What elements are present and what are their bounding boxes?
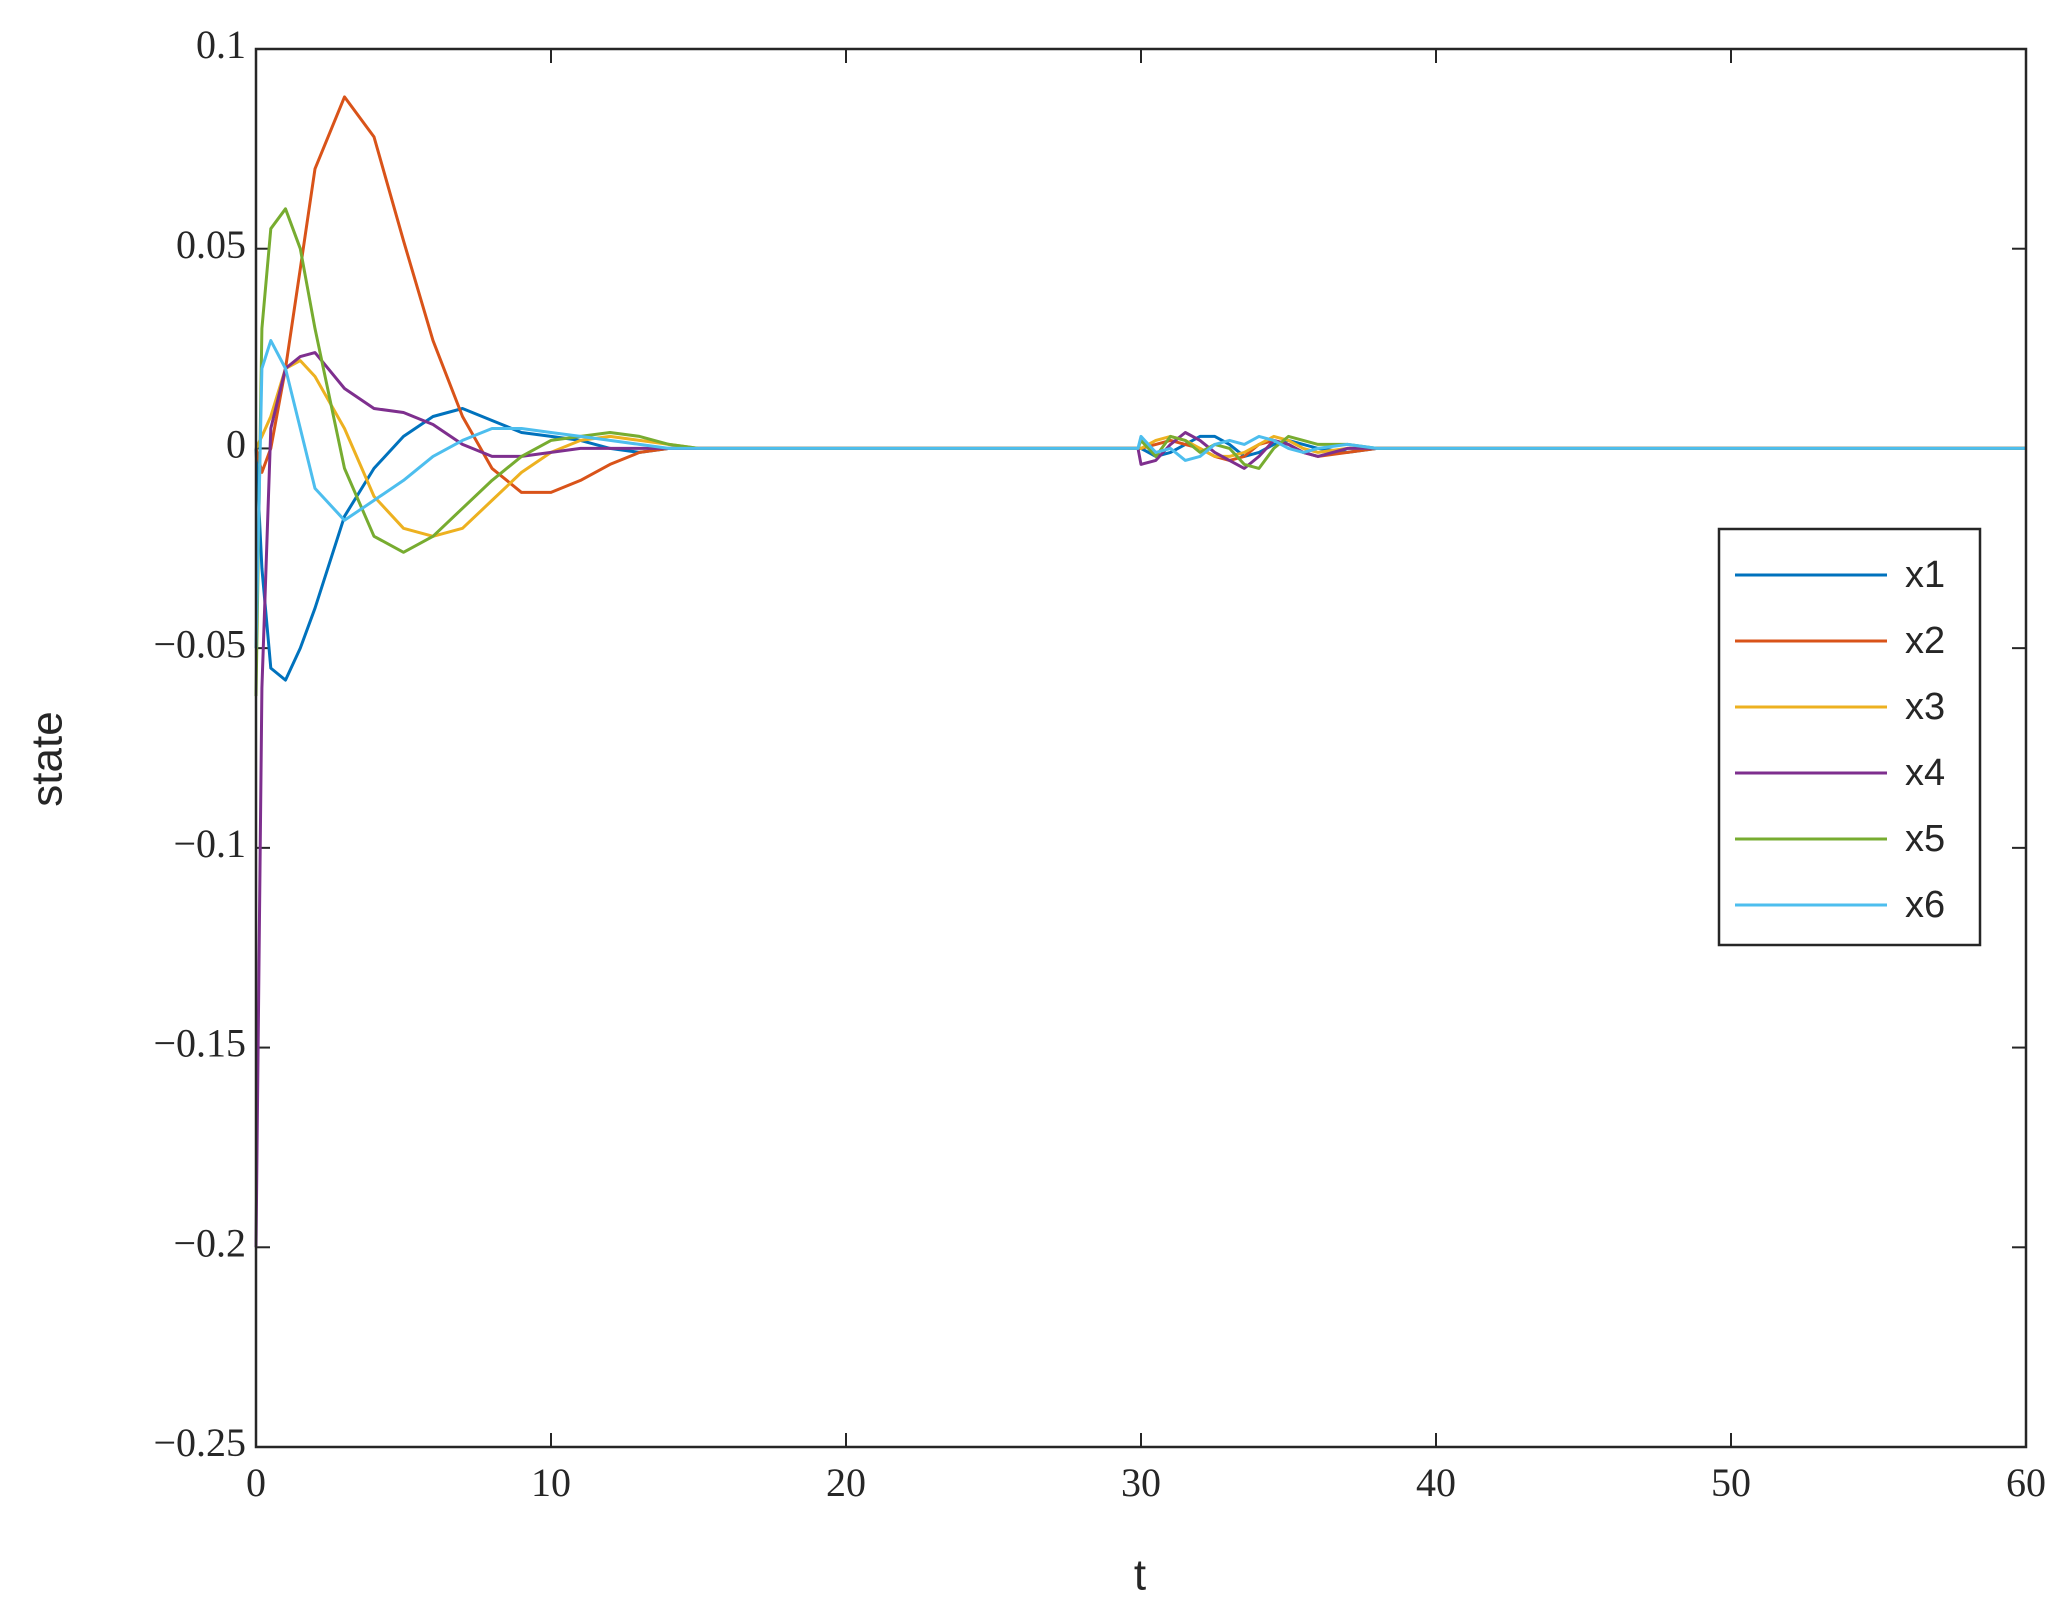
x-tick-label: 0 xyxy=(246,1460,266,1505)
legend-label: x5 xyxy=(1905,818,1945,860)
legend-label: x3 xyxy=(1905,686,1945,728)
x-tick-label: 50 xyxy=(1711,1460,1751,1505)
x-tick-label: 30 xyxy=(1121,1460,1161,1505)
x-axis-label: t xyxy=(1134,1551,1146,1600)
legend-label: x6 xyxy=(1905,884,1945,926)
axes-box xyxy=(254,47,2028,1449)
y-tick-label: 0.1 xyxy=(196,22,246,67)
x-tick-label: 60 xyxy=(2006,1460,2046,1505)
y-tick-label: 0 xyxy=(226,422,246,467)
legend-box xyxy=(1717,527,1982,947)
y-tick-label: −0.2 xyxy=(173,1220,246,1265)
y-tick-label: −0.25 xyxy=(153,1420,246,1465)
y-axis-label: state xyxy=(23,711,72,806)
y-tick-label: −0.05 xyxy=(153,621,246,666)
y-tick-label: 0.05 xyxy=(176,222,246,267)
y-tick-label: −0.1 xyxy=(173,821,246,866)
legend-label: x1 xyxy=(1905,554,1945,596)
legend: x1 x2 x3 x4 x5 x6 xyxy=(1717,527,1982,947)
legend-label: x4 xyxy=(1905,752,1945,794)
x-tick-label: 10 xyxy=(531,1460,571,1505)
x-tick-label: 40 xyxy=(1416,1460,1456,1505)
legend-label: x2 xyxy=(1905,620,1945,662)
y-tick-label: −0.15 xyxy=(153,1021,246,1066)
x-tick-label: 20 xyxy=(826,1460,866,1505)
series-line xyxy=(254,339,2026,649)
